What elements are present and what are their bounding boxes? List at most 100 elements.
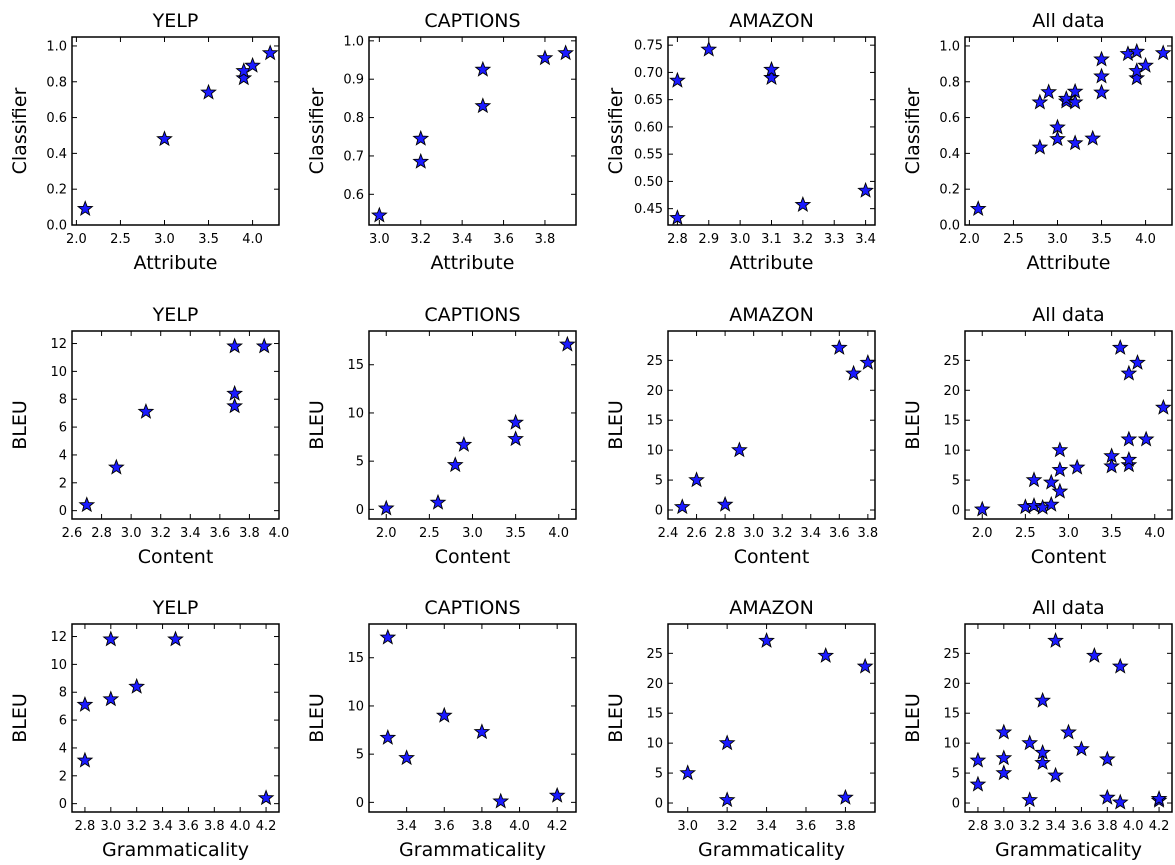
data-point	[507, 413, 524, 430]
subplot-4: 2.0 2.5 3.0 3.5 4.0 0.0 0.2 0.4 0.6 0.8 1.0 All dat…	[902, 10, 1173, 274]
x-tick-label: 4.0	[1123, 819, 1144, 834]
plot-frame	[368, 330, 577, 520]
y-tick-label: 10	[347, 699, 364, 714]
y-tick-label: 0.50	[634, 175, 663, 190]
data-point	[1086, 646, 1103, 663]
x-tick-label: 4.0	[269, 526, 290, 541]
x-axis-label: Attribute	[730, 252, 814, 274]
data-point	[102, 690, 120, 707]
data-point	[398, 749, 415, 766]
x-tick-label: 3.0	[1058, 526, 1079, 541]
y-tick-label: 2	[59, 769, 67, 784]
y-tick-label: 5	[952, 767, 960, 782]
x-tick-label: 3.4	[180, 526, 201, 541]
x-tick-label: 4.0	[509, 819, 530, 834]
y-tick-label: 10	[943, 737, 960, 752]
plot-frame	[667, 36, 876, 226]
data-point	[763, 60, 780, 77]
data-point	[370, 206, 388, 223]
x-tick-label: 3.2	[717, 819, 738, 834]
data-point	[200, 83, 217, 100]
y-tick-label: 25	[646, 354, 663, 369]
x-tick-label: 3.6	[178, 819, 199, 834]
data-point	[1021, 734, 1039, 751]
x-tick-label: 3.0	[993, 819, 1014, 834]
data-point	[718, 791, 736, 808]
data-point	[548, 786, 566, 803]
data-point	[455, 435, 473, 452]
y-tick-label: 5	[356, 455, 364, 470]
data-point	[536, 49, 554, 66]
y-tick-label: 0	[59, 504, 67, 519]
y-tick-label: 5	[655, 767, 663, 782]
subplot-10: 3.4 3.6 3.8 4.0 4.2 0 5 10 15 CAPTIONS Grammatical…	[306, 597, 577, 861]
y-tick-label: 0.75	[634, 39, 663, 54]
data-point	[1155, 398, 1172, 415]
data-point	[794, 196, 812, 212]
data-point	[1021, 791, 1039, 808]
x-tick-label: 3.6	[829, 526, 850, 541]
data-point	[128, 677, 146, 694]
data-point	[474, 97, 492, 114]
y-tick-label: 6	[59, 714, 67, 729]
data-point	[156, 130, 173, 147]
data-point	[995, 723, 1013, 740]
y-axis-label: BLEU	[9, 693, 31, 743]
y-tick-label: 10	[646, 737, 663, 752]
data-point	[1031, 93, 1049, 110]
data-point	[379, 728, 397, 745]
data-point	[102, 630, 120, 647]
y-axis-label: Classifier	[306, 87, 328, 174]
x-tick-label: 2.6	[686, 526, 707, 541]
y-tick-label: 5	[356, 748, 364, 763]
data-point	[1051, 482, 1069, 499]
x-tick-label: 3.0	[121, 526, 142, 541]
data-point	[76, 200, 94, 216]
data-point	[429, 493, 447, 510]
data-point	[1119, 45, 1137, 62]
data-point	[1154, 44, 1172, 61]
data-point	[1120, 430, 1138, 447]
subplot-12: 2.8 3.0 3.2 3.4 3.6 3.8 4.0 4.2 0 5 10 15 20 25 All da…	[902, 597, 1173, 861]
x-tick-label: 3.5	[505, 526, 526, 541]
y-tick-label: 0	[952, 797, 960, 812]
x-axis-label: Grammaticality	[995, 839, 1142, 861]
x-tick-label: 3.1	[761, 232, 782, 247]
y-tick-label: 0.8	[343, 111, 364, 126]
data-point	[1128, 69, 1146, 86]
y-tick-label: 15	[943, 707, 960, 722]
data-point	[78, 496, 96, 513]
x-tick-label: 2.8	[667, 232, 688, 247]
x-tick-label: 3.8	[239, 526, 260, 541]
y-tick-label: 10	[646, 444, 663, 459]
x-tick-label: 4.0	[1135, 232, 1156, 247]
x-tick-label: 3.6	[210, 526, 231, 541]
data-point	[107, 458, 125, 475]
x-tick-label: 3.5	[1101, 526, 1122, 541]
x-tick-label: 3.2	[150, 526, 171, 541]
x-tick-label: 3.0	[730, 232, 751, 247]
data-point	[1137, 56, 1154, 73]
subplot-title: CAPTIONS	[424, 304, 520, 326]
x-tick-label: 2.6	[62, 526, 83, 541]
data-point	[1049, 130, 1066, 147]
x-tick-label: 3.0	[369, 232, 390, 247]
data-point	[257, 789, 275, 806]
data-point	[261, 44, 279, 61]
x-axis-label: Grammaticality	[399, 839, 546, 861]
y-tick-label: 0	[356, 796, 364, 811]
data-point	[412, 129, 430, 146]
y-tick-label: 0	[655, 504, 663, 519]
x-tick-label: 3.8	[472, 819, 493, 834]
subplot-title: CAPTIONS	[424, 10, 520, 32]
x-axis-label: Grammaticality	[102, 839, 249, 861]
y-tick-label: 10	[943, 444, 960, 459]
data-point	[1111, 338, 1129, 355]
y-tick-label: 0.45	[634, 202, 663, 217]
y-tick-label: 25	[646, 647, 663, 662]
x-tick-label: 3.6	[493, 232, 514, 247]
data-point	[1068, 458, 1086, 475]
data-point	[492, 792, 510, 809]
x-tick-label: 3.8	[1097, 819, 1118, 834]
y-axis-label: Classifier	[9, 87, 31, 174]
